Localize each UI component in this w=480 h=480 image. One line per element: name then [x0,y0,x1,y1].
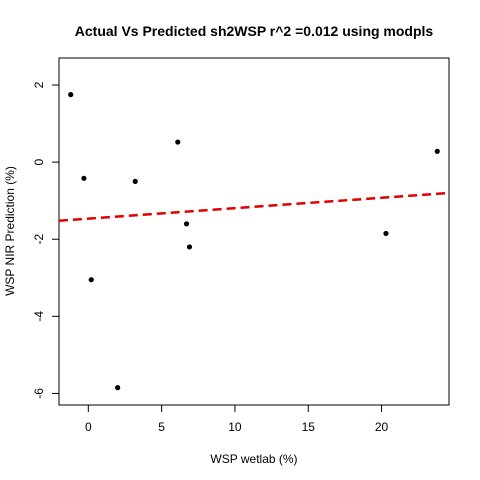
data-point [186,244,193,250]
plot-frame [58,57,450,406]
y-axis-label: WSP NIR Prediction (%) [3,166,17,296]
y-tick-label: -4 [32,311,46,322]
x-axis-label: WSP wetlab (%) [210,452,297,466]
x-tick-label: 0 [85,420,92,434]
x-tick-label: 20 [375,420,389,434]
y-tick-label: -2 [32,234,46,245]
data-point [434,148,440,154]
data-point [175,139,181,145]
data-point [183,221,190,227]
x-tick-label: 15 [302,420,316,434]
data-point [81,175,87,181]
y-tick-label: 0 [32,158,46,165]
regression-line [58,191,450,222]
data-points [68,92,440,391]
y-tick-label: 2 [32,81,46,88]
y-tick-label: -6 [32,388,46,399]
x-axis: 0 5 10 15 20 [85,405,389,434]
x-tick-label: 5 [158,420,165,434]
data-point [115,385,121,391]
regression-line-group [58,191,450,222]
y-axis: -6 -4 -2 0 2 [32,81,59,399]
data-point [88,277,94,283]
data-point [383,230,389,237]
data-point [132,178,138,184]
chart-title: Actual Vs Predicted sh2WSP r^2 =0.012 us… [75,23,434,39]
data-point [68,92,74,98]
x-tick-label: 10 [228,420,242,434]
